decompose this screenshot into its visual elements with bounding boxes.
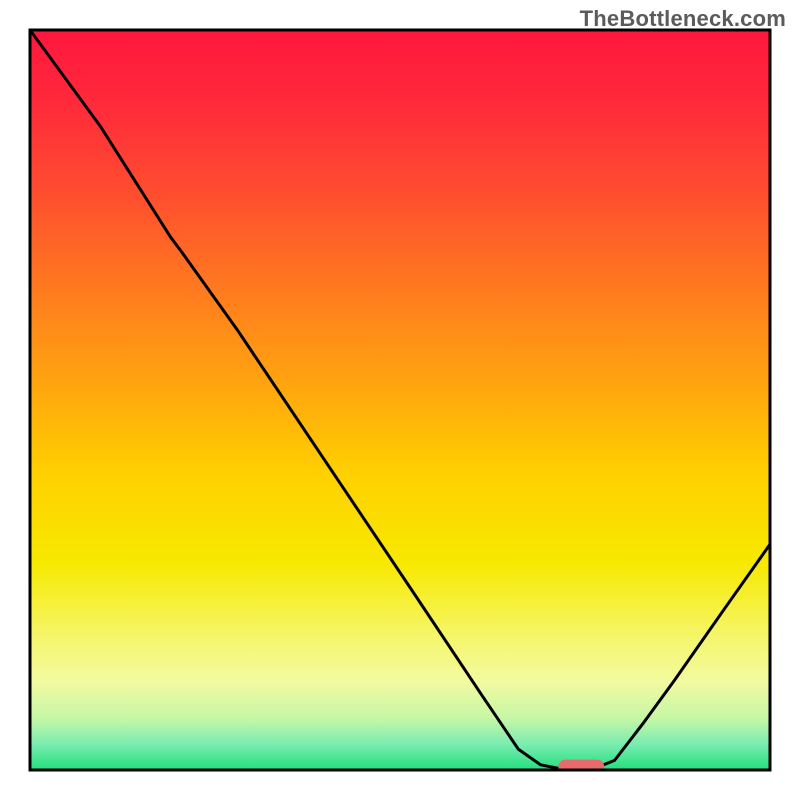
watermark-text: TheBottleneck.com	[580, 6, 786, 32]
chart-svg	[0, 0, 800, 800]
gradient-background	[30, 30, 770, 770]
bottleneck-chart: TheBottleneck.com	[0, 0, 800, 800]
